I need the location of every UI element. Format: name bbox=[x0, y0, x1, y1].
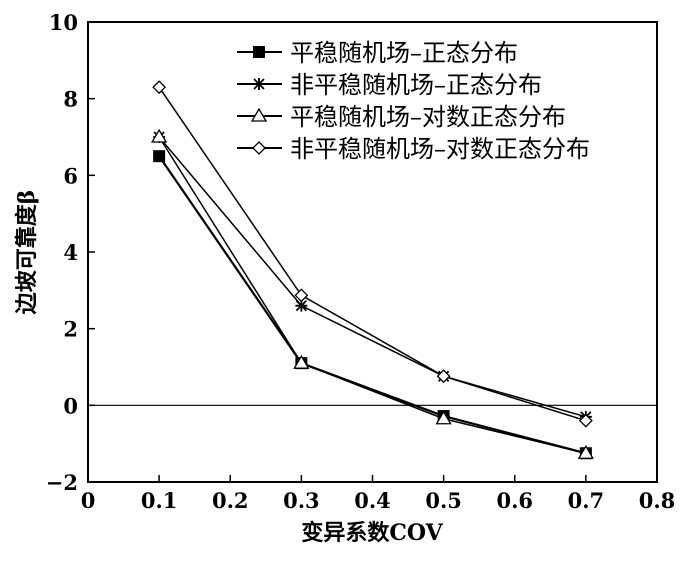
data-point-open-diamond bbox=[436, 369, 451, 384]
y-tick-label: 8 bbox=[63, 87, 78, 112]
series-line bbox=[158, 155, 587, 455]
data-point-open-diamond bbox=[252, 141, 266, 155]
legend-item: 平稳随机场–正态分布 bbox=[237, 39, 518, 67]
series-1 bbox=[153, 150, 592, 460]
legend-item: 非平稳随机场–对数正态分布 bbox=[237, 135, 590, 163]
legend-label: 平稳随机场–对数正态分布 bbox=[290, 103, 566, 131]
y-tick-label: −2 bbox=[46, 470, 78, 495]
data-point-filled-square bbox=[153, 150, 166, 163]
y-tick-label: 10 bbox=[49, 10, 78, 35]
data-point-open-triangle bbox=[250, 107, 268, 122]
y-tick-label: 6 bbox=[63, 163, 78, 188]
legend-item: 非平稳随机场–正态分布 bbox=[237, 71, 542, 99]
series-line bbox=[158, 136, 587, 418]
data-point-open-diamond bbox=[294, 288, 309, 303]
data-point-open-diamond bbox=[152, 80, 167, 95]
x-tick-label: 0 bbox=[81, 488, 96, 513]
x-tick-label: 0.1 bbox=[141, 488, 178, 513]
series-4 bbox=[152, 80, 593, 428]
data-point-open-triangle bbox=[150, 128, 168, 143]
y-tick-label: 0 bbox=[63, 393, 78, 418]
data-point-open-diamond bbox=[578, 413, 593, 428]
x-tick-label: 0.4 bbox=[354, 488, 391, 513]
x-tick-label: 0.7 bbox=[568, 488, 605, 513]
series-line bbox=[158, 136, 587, 454]
series-line bbox=[158, 86, 587, 422]
legend-label: 非平稳随机场–正态分布 bbox=[290, 71, 542, 99]
data-point-open-triangle bbox=[577, 444, 595, 459]
x-tick-label: 0.2 bbox=[212, 488, 249, 513]
x-tick-label: 0.8 bbox=[639, 488, 676, 513]
data-point-asterisk bbox=[295, 299, 308, 312]
legend: 平稳随机场–正态分布非平稳随机场–正态分布平稳随机场–对数正态分布非平稳随机场–… bbox=[237, 39, 590, 163]
x-axis-label: 变异系数COV bbox=[301, 520, 443, 546]
x-tick-label: 0.6 bbox=[496, 488, 533, 513]
legend-item: 平稳随机场–对数正态分布 bbox=[237, 103, 566, 131]
y-tick-label: 4 bbox=[63, 240, 78, 265]
data-point-asterisk bbox=[253, 78, 265, 90]
data-point-open-triangle bbox=[293, 354, 310, 369]
data-point-open-triangle bbox=[435, 410, 452, 425]
legend-label: 平稳随机场–正态分布 bbox=[290, 39, 518, 67]
data-point-filled-square bbox=[253, 46, 265, 58]
x-tick-label: 0.3 bbox=[283, 488, 320, 513]
x-tick-label: 0.5 bbox=[425, 488, 462, 513]
legend-label: 非平稳随机场–对数正态分布 bbox=[290, 135, 590, 163]
y-axis-label: 边坡可靠度β bbox=[14, 190, 40, 316]
series-3 bbox=[150, 128, 595, 459]
y-tick-label: 2 bbox=[63, 317, 78, 342]
